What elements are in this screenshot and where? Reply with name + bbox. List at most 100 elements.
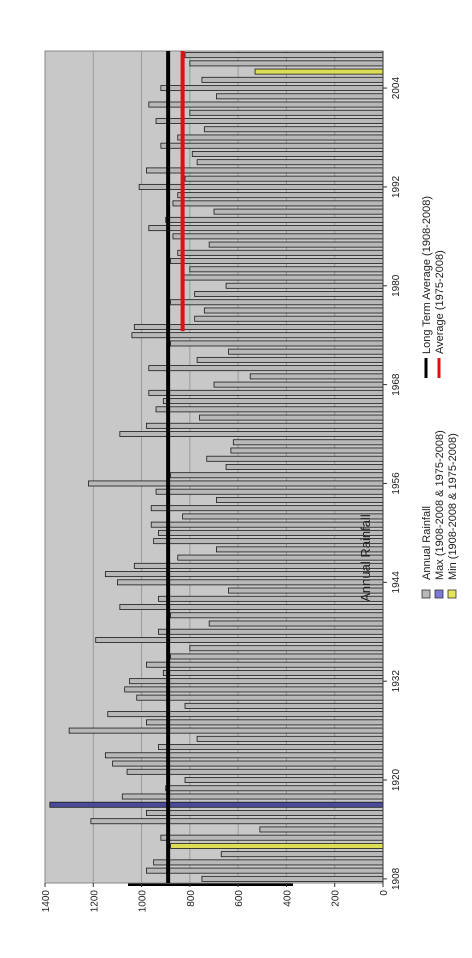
bar	[153, 859, 384, 866]
legend-label: Average (1975-2008)	[434, 250, 446, 354]
bar	[155, 406, 384, 413]
bar	[119, 431, 384, 438]
bar	[259, 826, 384, 833]
bar	[184, 52, 384, 59]
y-tick-label: 0	[379, 890, 390, 896]
bar	[201, 76, 384, 83]
bar	[160, 85, 384, 92]
x-axis: 1908 1920 1932 1944 1956 1968 1980 1992 2004	[382, 51, 402, 890]
bar	[172, 233, 384, 240]
bar	[230, 447, 384, 454]
bar	[228, 348, 384, 355]
bar	[162, 669, 384, 676]
legend-swatch	[447, 589, 457, 599]
x-tick-label: 1980	[391, 274, 402, 297]
bar	[138, 183, 384, 190]
legend-swatch	[421, 589, 431, 599]
bar	[189, 60, 384, 67]
bar	[170, 842, 384, 849]
bar	[153, 538, 384, 545]
bar	[225, 464, 384, 470]
bar	[133, 324, 384, 330]
bar	[203, 126, 384, 133]
bar	[196, 159, 384, 166]
bar	[172, 200, 384, 207]
y-tick-label: 600	[234, 890, 245, 907]
bar	[199, 414, 384, 421]
bar	[170, 612, 384, 619]
legend-label: Min (1908-2008 & 1975-2008)	[447, 433, 459, 580]
bar	[165, 216, 384, 223]
legend: Annual Rainfall Max (1908-2008 & 1975-200…	[421, 196, 459, 599]
x-tick-label: 1944	[391, 571, 402, 594]
bar	[158, 628, 384, 635]
bar	[184, 777, 384, 783]
y-tick-label: 200	[331, 890, 342, 907]
bar	[158, 744, 384, 751]
bar	[104, 571, 384, 578]
x-tick-label: 1968	[391, 373, 402, 396]
bar	[68, 727, 384, 734]
bar	[177, 134, 384, 141]
bar	[170, 653, 384, 660]
bar	[213, 208, 384, 215]
y-tick-label: 1200	[89, 890, 100, 913]
bar	[155, 488, 384, 495]
bar	[121, 793, 384, 800]
bar	[145, 422, 384, 429]
bar	[170, 340, 384, 347]
bar	[150, 505, 384, 512]
bar	[170, 299, 384, 306]
x-tick-label: 1992	[391, 175, 402, 198]
y-tick-label: 1400	[41, 890, 52, 913]
bar	[117, 579, 384, 586]
bar	[124, 686, 384, 693]
bar	[184, 702, 384, 709]
bar	[126, 768, 384, 775]
bar	[148, 365, 384, 372]
bar	[191, 151, 384, 157]
bar	[145, 867, 384, 874]
bar	[194, 315, 384, 322]
bar	[170, 258, 384, 265]
y-tick-label: 1000	[138, 890, 149, 913]
bar	[90, 818, 384, 825]
bar	[177, 192, 384, 199]
average-lines	[166, 51, 185, 883]
bar	[136, 694, 384, 701]
chart-title: Annual Rainfall	[358, 514, 373, 602]
x-tick-label: 1932	[391, 670, 402, 693]
bar	[249, 373, 384, 380]
bar	[155, 118, 384, 124]
bars	[49, 52, 384, 882]
bar	[112, 760, 384, 767]
bar	[160, 834, 384, 841]
bar	[196, 735, 384, 742]
legend-item: Long Term Average (1908-2008)	[421, 196, 433, 378]
bar	[213, 381, 384, 388]
bar	[220, 851, 384, 858]
legend-label: Max (1908-2008 & 1975-2008)	[434, 430, 446, 580]
y-tick-label: 400	[282, 890, 293, 907]
bar	[160, 142, 384, 149]
legend-swatch	[434, 589, 444, 599]
bar	[177, 554, 384, 561]
bar	[232, 439, 384, 446]
bar	[182, 274, 384, 281]
y-tick-label: 800	[186, 890, 197, 907]
bar	[145, 661, 384, 668]
bar	[177, 249, 384, 256]
bar	[182, 513, 384, 520]
legend-item: Annual Rainfall	[421, 506, 433, 599]
bar	[184, 175, 384, 182]
bar	[145, 810, 384, 816]
x-tick-label: 1956	[391, 472, 402, 495]
bar	[165, 785, 384, 792]
legend-item: Min (1908-2008 & 1975-2008)	[447, 433, 459, 599]
bar	[148, 389, 384, 396]
legend-item: Max (1908-2008 & 1975-2008)	[434, 430, 446, 599]
bar	[119, 604, 384, 610]
bar	[194, 291, 384, 297]
